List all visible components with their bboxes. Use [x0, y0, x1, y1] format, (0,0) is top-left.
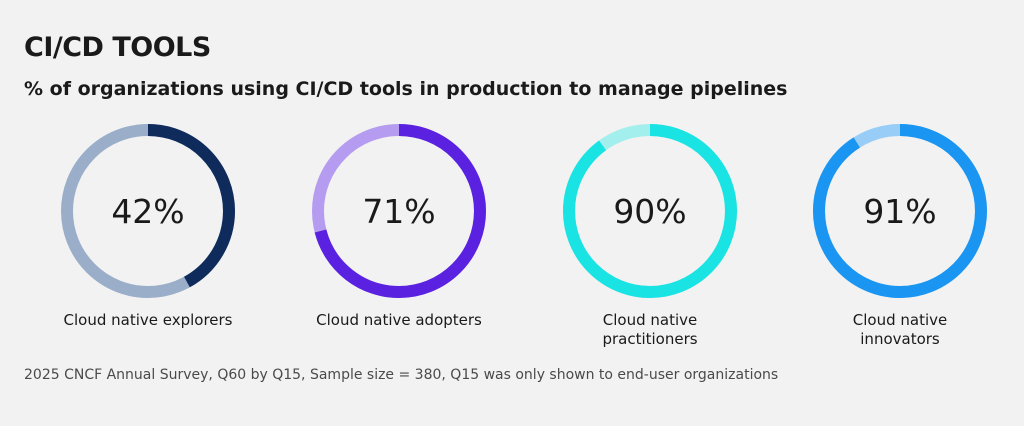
donut-arc-4 — [813, 124, 987, 298]
category-label-line: practitioners — [602, 330, 698, 348]
donut-value-1: 42% — [111, 192, 184, 231]
chart-title: CI/CD TOOLS — [24, 32, 211, 63]
category-label-line: Cloud native explorers — [63, 311, 233, 329]
donut-value-3: 90% — [613, 192, 686, 231]
category-label-3: Cloud native practitioners — [545, 311, 755, 349]
donut-arc-1 — [61, 124, 235, 298]
donut-arc-2 — [312, 124, 486, 298]
category-label-4: Cloud native innovators — [795, 311, 1005, 349]
category-label-line: Cloud native — [602, 311, 698, 329]
category-label-line: Cloud native adopters — [316, 311, 482, 329]
category-label-line: innovators — [860, 330, 940, 348]
donut-value-4: 91% — [863, 192, 936, 231]
category-label-1: Cloud native explorers — [43, 311, 253, 330]
category-label-2: Cloud native adopters — [294, 311, 504, 330]
donut-arc-3 — [563, 124, 737, 298]
chart-subtitle: % of organizations using CI/CD tools in … — [24, 78, 788, 100]
donut-value-2: 71% — [362, 192, 435, 231]
footnote: 2025 CNCF Annual Survey, Q60 by Q15, Sam… — [24, 367, 779, 383]
category-label-line: Cloud native — [852, 311, 948, 329]
